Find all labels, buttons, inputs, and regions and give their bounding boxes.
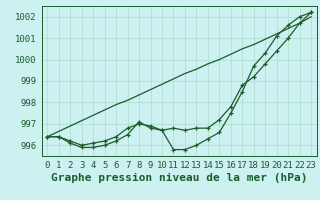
X-axis label: Graphe pression niveau de la mer (hPa): Graphe pression niveau de la mer (hPa) — [51, 173, 308, 183]
